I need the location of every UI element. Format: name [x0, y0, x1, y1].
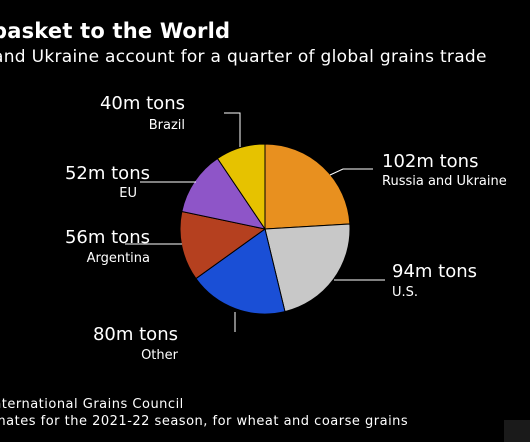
pie-slice-brazil: [216, 143, 266, 231]
footnote: mates for the 2021-22 season, for wheat …: [0, 414, 409, 429]
pie-slice-other: [195, 228, 286, 315]
category-label-russia-and-ukraine: Russia and Ukraine: [382, 174, 507, 189]
category-label-argentina: Argentina: [87, 251, 150, 266]
pie-slice-russia-and-ukraine: [264, 143, 351, 230]
value-label-russia-and-ukraine: 102m tons: [382, 151, 478, 172]
category-label-brazil: Brazil: [149, 118, 185, 133]
pie-slice-argentina: [179, 210, 267, 280]
pie-slice-u-s-: [264, 223, 351, 313]
chart-title: basket to the World: [0, 19, 231, 43]
value-label-argentina: 56m tons: [65, 227, 150, 248]
leader-line-russia-and-ukraine: [329, 168, 373, 176]
source-note: nternational Grains Council: [0, 397, 184, 412]
value-label-other: 80m tons: [93, 324, 178, 345]
value-label-u-s-: 94m tons: [392, 261, 477, 282]
chart-subtitle: and Ukraine account for a quarter of glo…: [0, 47, 487, 67]
value-label-brazil: 40m tons: [100, 93, 185, 114]
corner-logo: [504, 420, 530, 442]
category-label-u-s-: U.S.: [392, 285, 418, 300]
category-label-other: Other: [141, 348, 179, 363]
leader-line-brazil: [224, 112, 241, 147]
category-label-eu: EU: [119, 186, 137, 201]
value-label-eu: 52m tons: [65, 163, 150, 184]
